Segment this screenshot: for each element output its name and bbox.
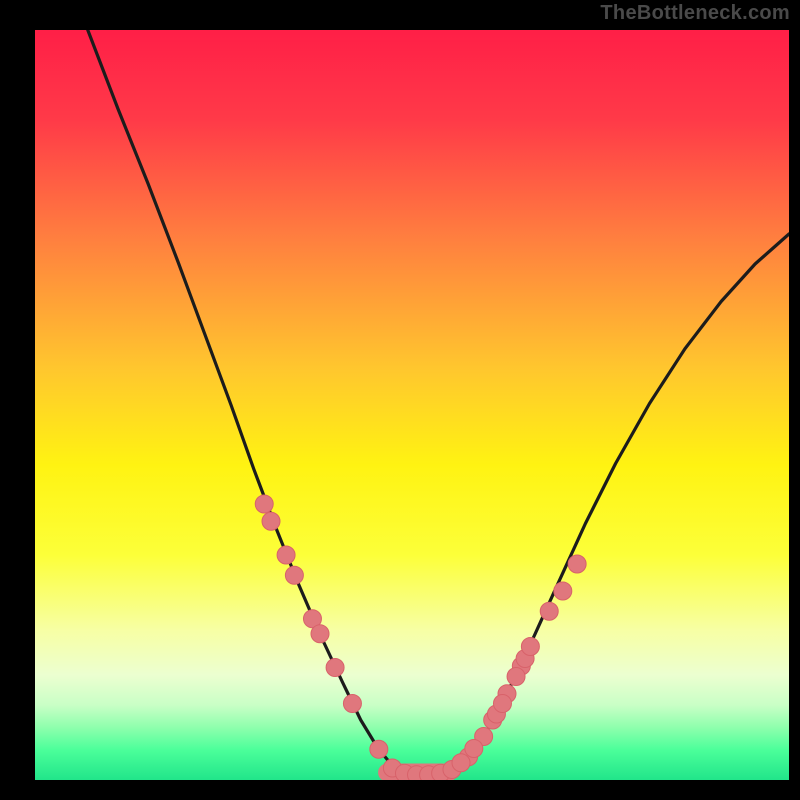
data-marker	[255, 495, 273, 513]
data-marker	[277, 546, 295, 564]
data-marker	[493, 695, 511, 713]
data-marker	[521, 638, 539, 656]
data-marker	[343, 695, 361, 713]
data-marker	[370, 740, 388, 758]
curve-layer	[35, 30, 789, 780]
data-marker	[452, 754, 470, 772]
data-marker	[465, 740, 483, 758]
data-marker	[311, 625, 329, 643]
chart-container: TheBottleneck.com	[0, 0, 800, 800]
v-curve	[88, 30, 789, 776]
data-marker	[285, 566, 303, 584]
data-marker	[507, 668, 525, 686]
data-marker	[554, 582, 572, 600]
plot-area	[35, 30, 789, 780]
data-marker	[262, 512, 280, 530]
data-marker	[326, 659, 344, 677]
data-marker	[540, 602, 558, 620]
watermark-text: TheBottleneck.com	[600, 2, 790, 25]
data-marker	[568, 555, 586, 573]
